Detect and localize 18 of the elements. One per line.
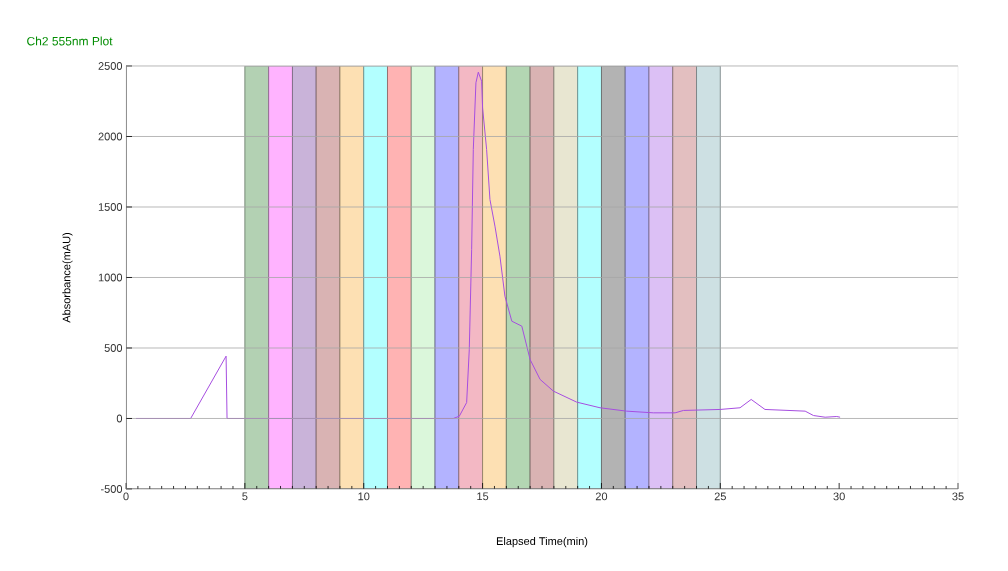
x-tick-label: 25 <box>714 492 726 501</box>
y-tick-label: 500 <box>104 344 123 352</box>
x-tick-label: 30 <box>833 492 845 501</box>
x-tick-label: 35 <box>952 492 964 501</box>
y-axis-title: Absorbance(mAU) <box>62 232 73 323</box>
x-tick-label: 20 <box>595 492 608 501</box>
x-tick-label: 5 <box>242 492 248 501</box>
x-tick-label: 15 <box>477 492 489 501</box>
y-tick-label: 1500 <box>98 203 123 211</box>
x-axis-title: Elapsed Time(min) <box>496 536 588 548</box>
x-tick-label: 0 <box>123 492 129 501</box>
y-tick-label: 1000 <box>98 273 123 282</box>
y-tick-label: 2500 <box>98 62 123 70</box>
chart-title: Ch2 555nm Plot <box>27 36 113 46</box>
y-tick-label: 0 <box>116 414 123 423</box>
x-tick-label: 10 <box>358 492 370 501</box>
y-tick-label: -500 <box>100 485 123 493</box>
y-tick-label: 2000 <box>98 132 123 141</box>
